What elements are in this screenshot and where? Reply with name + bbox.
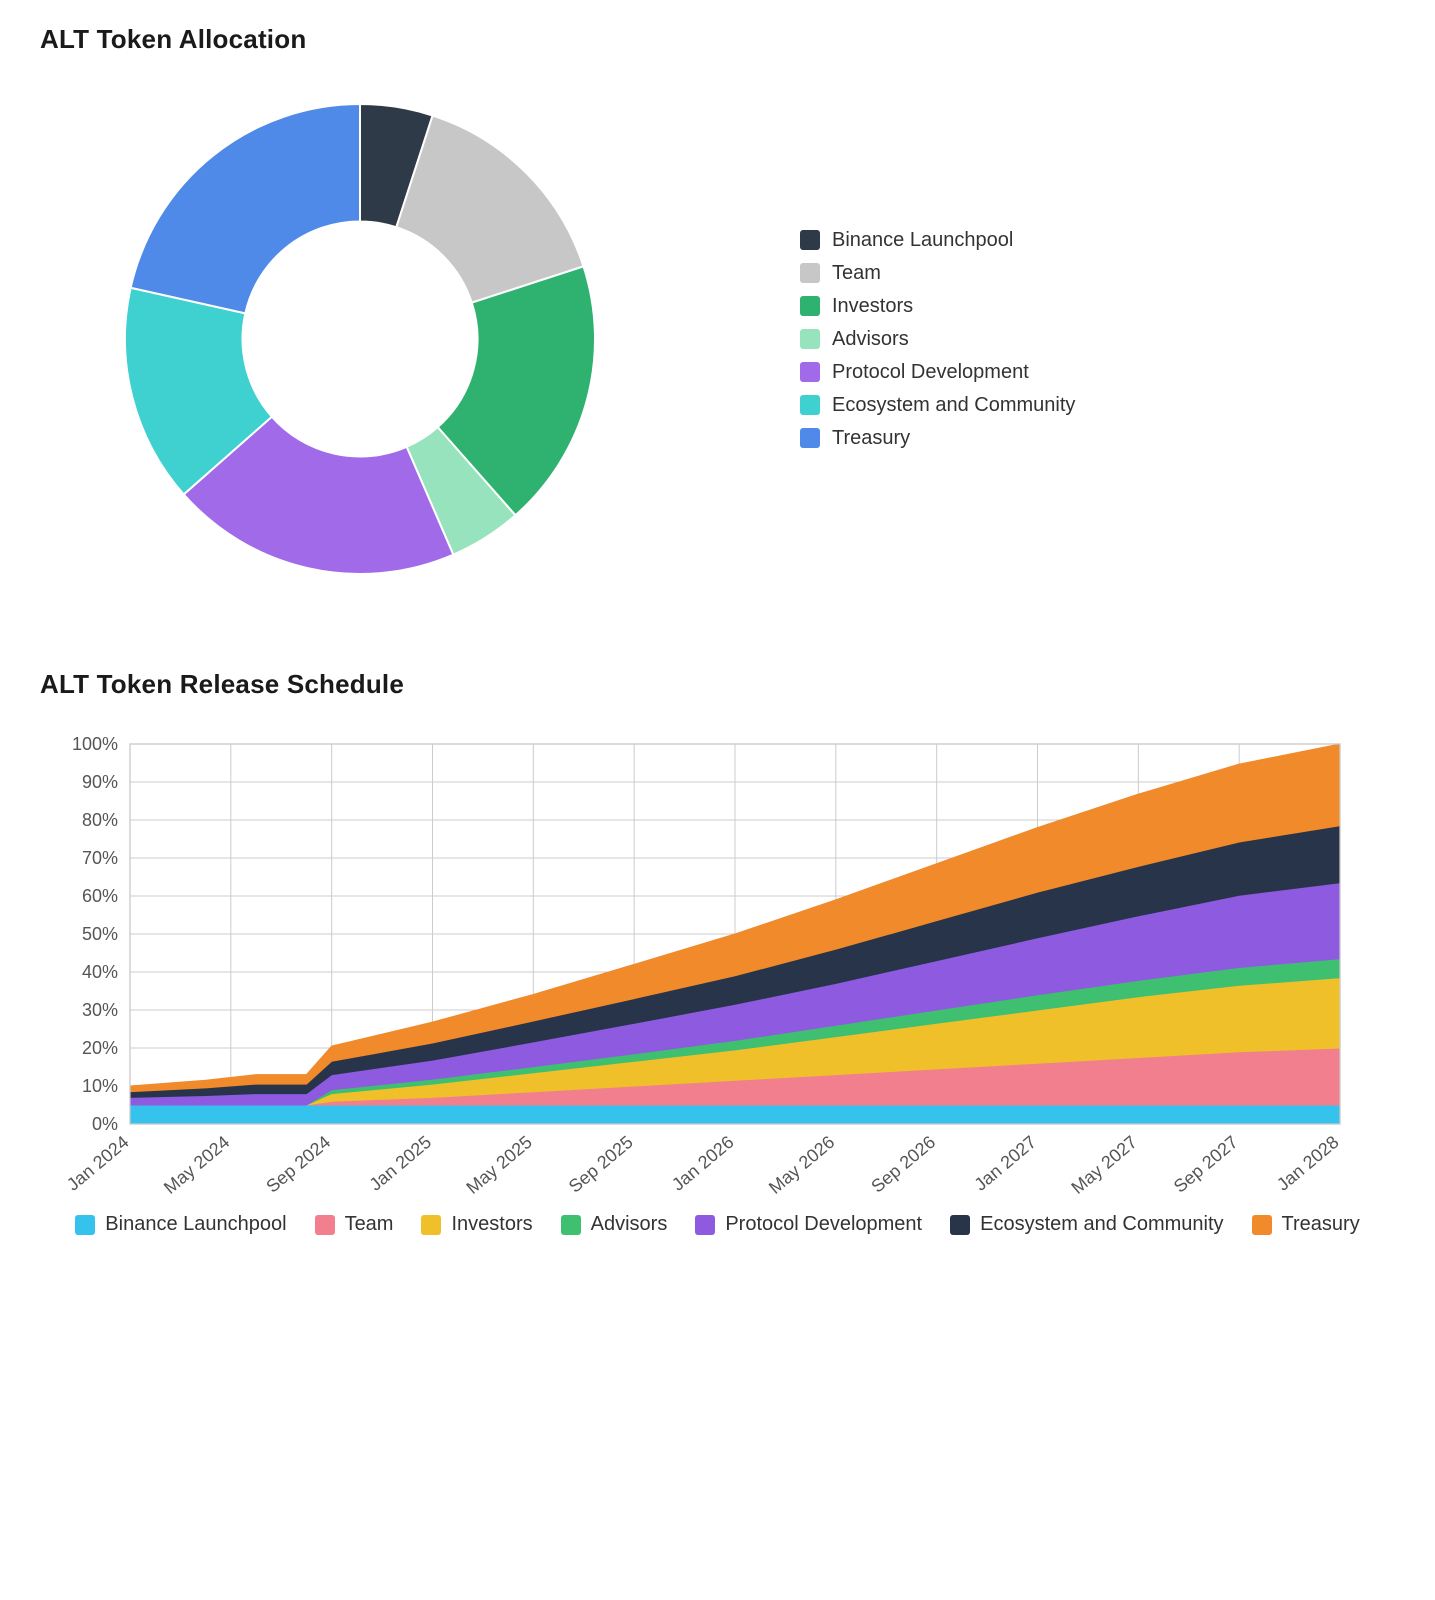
y-tick-label: 70% [82,848,118,868]
x-tick-label: Jan 2025 [365,1132,435,1194]
donut-slice [131,104,360,313]
legend-swatch [950,1215,970,1235]
x-tick-label: Jan 2028 [1273,1132,1343,1194]
x-tick-label: May 2026 [765,1132,838,1194]
x-tick-label: May 2025 [462,1132,535,1194]
legend-swatch [75,1215,95,1235]
legend-label: Team [345,1213,394,1236]
x-tick-label: May 2024 [160,1132,233,1194]
legend-label: Treasury [1282,1213,1360,1236]
release-legend-item: Advisors [561,1213,668,1236]
legend-swatch [315,1215,335,1235]
allocation-block: Binance Launchpool Team Investors Advisors P… [40,79,1395,599]
legend-swatch [800,395,820,415]
legend-label: Team [832,262,881,285]
y-tick-label: 50% [82,924,118,944]
allocation-legend-item: Advisors [800,328,1075,351]
y-tick-label: 40% [82,962,118,982]
legend-label: Advisors [832,328,909,351]
legend-label: Binance Launchpool [832,229,1013,252]
legend-swatch [561,1215,581,1235]
x-tick-label: Jan 2027 [970,1132,1040,1194]
release-legend-item: Investors [421,1213,532,1236]
x-tick-label: Sep 2026 [867,1132,939,1194]
release-legend-item: Protocol Development [695,1213,922,1236]
release-legend-item: Binance Launchpool [75,1213,286,1236]
y-tick-label: 20% [82,1038,118,1058]
donut-wrap [40,79,680,599]
legend-swatch [1252,1215,1272,1235]
x-tick-label: Sep 2027 [1170,1132,1242,1194]
allocation-title: ALT Token Allocation [40,24,1395,55]
legend-swatch [800,230,820,250]
legend-swatch [421,1215,441,1235]
release-legend-item: Ecosystem and Community [950,1213,1223,1236]
release-legend-item: Treasury [1252,1213,1360,1236]
legend-label: Ecosystem and Community [832,394,1075,417]
legend-swatch [800,428,820,448]
page-root: ALT Token Allocation Binance Launchpool T… [0,0,1435,1296]
release-area-chart: 0% 10% 20% 30% 40% 50% 60% 70% 80% 90% 100% Jan 202… [40,724,1360,1194]
legend-label: Advisors [591,1213,668,1236]
y-tick-label: 30% [82,1000,118,1020]
legend-swatch [695,1215,715,1235]
y-tick-label: 90% [82,772,118,792]
x-tick-label: Sep 2025 [565,1132,637,1194]
y-tick-label: 10% [82,1076,118,1096]
legend-swatch [800,329,820,349]
y-tick-label: 80% [82,810,118,830]
area-series [130,1105,1340,1124]
legend-swatch [800,296,820,316]
allocation-legend-item: Investors [800,295,1075,318]
allocation-donut-chart [100,79,620,599]
allocation-legend-item: Binance Launchpool [800,229,1075,252]
allocation-legend-item: Treasury [800,427,1075,450]
x-tick-label: Jan 2026 [668,1132,738,1194]
legend-label: Protocol Development [832,361,1029,384]
x-tick-label: Sep 2024 [262,1132,334,1194]
y-tick-label: 60% [82,886,118,906]
legend-label: Investors [832,295,913,318]
release-legend-item: Team [315,1213,394,1236]
allocation-legend-item: Team [800,262,1075,285]
release-title: ALT Token Release Schedule [40,669,1395,700]
x-tick-label: May 2027 [1067,1132,1140,1194]
legend-label: Binance Launchpool [105,1213,286,1236]
legend-swatch [800,263,820,283]
legend-label: Treasury [832,427,910,450]
allocation-legend-item: Protocol Development [800,361,1075,384]
y-tick-label: 100% [72,734,118,754]
legend-swatch [800,362,820,382]
release-block: 0% 10% 20% 30% 40% 50% 60% 70% 80% 90% 100% Jan 202… [40,724,1395,1236]
legend-label: Protocol Development [725,1213,922,1236]
y-tick-label: 0% [92,1114,118,1134]
legend-label: Investors [451,1213,532,1236]
legend-label: Ecosystem and Community [980,1213,1223,1236]
x-tick-label: Jan 2024 [63,1132,133,1194]
allocation-legend-item: Ecosystem and Community [800,394,1075,417]
allocation-legend: Binance Launchpool Team Investors Advisors P… [800,229,1075,450]
release-legend: Binance Launchpool Team Investors Advisors P… [40,1213,1395,1236]
